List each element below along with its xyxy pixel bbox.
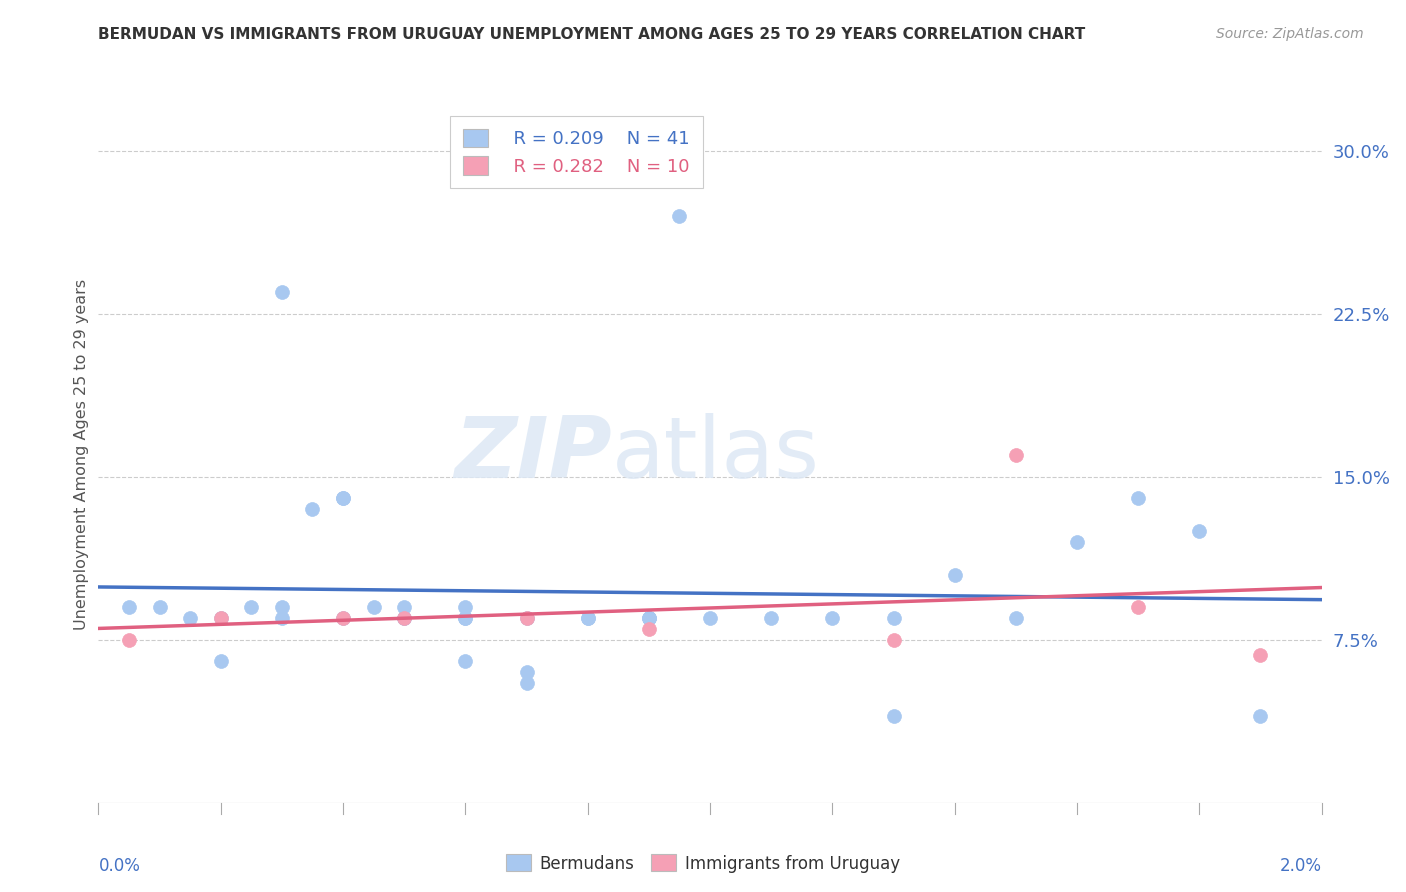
Point <box>149 600 172 615</box>
Text: Source: ZipAtlas.com: Source: ZipAtlas.com <box>1216 27 1364 41</box>
Point <box>270 285 294 299</box>
Text: 2.0%: 2.0% <box>1279 857 1322 875</box>
Legend: Bermudans, Immigrants from Uruguay: Bermudans, Immigrants from Uruguay <box>499 847 907 880</box>
Point <box>270 600 294 615</box>
Point <box>392 600 416 615</box>
Point <box>637 622 661 636</box>
Text: ZIP: ZIP <box>454 413 612 497</box>
Point <box>883 708 905 723</box>
Point <box>1066 535 1088 549</box>
Point <box>392 611 416 625</box>
Text: BERMUDAN VS IMMIGRANTS FROM URUGUAY UNEMPLOYMENT AMONG AGES 25 TO 29 YEARS CORRE: BERMUDAN VS IMMIGRANTS FROM URUGUAY UNEM… <box>98 27 1085 42</box>
Point <box>1004 611 1026 625</box>
Point <box>943 567 966 582</box>
Text: 0.0%: 0.0% <box>98 857 141 875</box>
Point <box>392 611 416 625</box>
Point <box>821 611 844 625</box>
Point <box>1188 524 1211 538</box>
Point <box>516 611 538 625</box>
Point <box>516 676 538 690</box>
Text: atlas: atlas <box>612 413 820 497</box>
Point <box>576 611 599 625</box>
Point <box>1004 448 1026 462</box>
Point <box>209 611 232 625</box>
Point <box>759 611 782 625</box>
Point <box>1128 491 1150 506</box>
Point <box>454 655 477 669</box>
Point <box>332 611 354 625</box>
Point <box>392 611 416 625</box>
Point <box>332 611 354 625</box>
Point <box>118 632 141 647</box>
Point <box>1128 600 1150 615</box>
Point <box>637 611 661 625</box>
Point <box>883 632 905 647</box>
Point <box>1249 708 1271 723</box>
Point <box>118 600 141 615</box>
Point <box>637 611 661 625</box>
Point <box>454 611 477 625</box>
Point <box>576 611 599 625</box>
Point <box>209 655 232 669</box>
Point <box>179 611 201 625</box>
Point <box>883 611 905 625</box>
Point <box>454 600 477 615</box>
Point <box>516 665 538 680</box>
Point <box>209 611 232 625</box>
Point <box>363 600 385 615</box>
Point <box>270 611 294 625</box>
Point <box>516 611 538 625</box>
Point <box>668 209 690 223</box>
Point <box>332 491 354 506</box>
Point <box>240 600 263 615</box>
Point <box>699 611 721 625</box>
Point <box>332 491 354 506</box>
Point <box>1249 648 1271 662</box>
Legend:   R = 0.209    N = 41,   R = 0.282    N = 10: R = 0.209 N = 41, R = 0.282 N = 10 <box>450 116 703 188</box>
Point <box>301 502 323 516</box>
Point <box>454 611 477 625</box>
Point <box>637 611 661 625</box>
Y-axis label: Unemployment Among Ages 25 to 29 years: Unemployment Among Ages 25 to 29 years <box>75 279 89 631</box>
